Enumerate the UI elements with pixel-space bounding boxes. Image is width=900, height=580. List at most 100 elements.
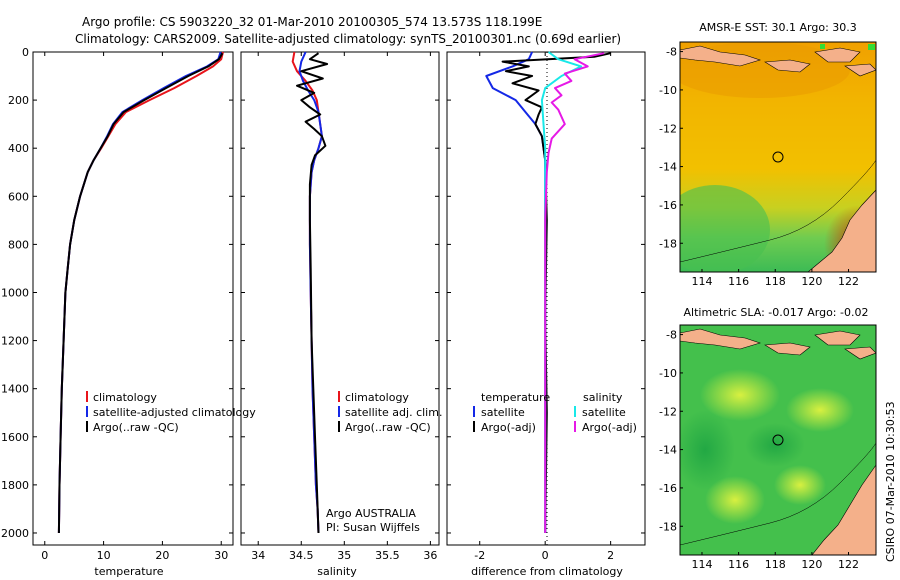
- legend-label-temp-satellite: satellite: [481, 406, 525, 419]
- y-tick-label: 600: [8, 190, 29, 203]
- sst-cool-patch: [680, 185, 770, 272]
- legend-label-satellite: satellite-adjusted climatology: [93, 406, 256, 419]
- difference-axes: -2 0 2: [447, 51, 645, 562]
- sst-map-title: AMSR-E SST: 30.1 Argo: 30.3: [699, 21, 857, 34]
- map-y-tick-label: -10: [659, 367, 677, 380]
- map-x-tick-label: 118: [765, 275, 786, 288]
- shelf-contour: [680, 159, 876, 263]
- map-y-tick-label: -14: [659, 444, 677, 457]
- map-x-tick-label: 116: [728, 558, 749, 571]
- sla-high-patch: [700, 369, 780, 421]
- legend-heading-temperature: temperature: [481, 391, 550, 404]
- sla-map-axes: 114 116 118 120 122 -8 -10 -12 -14 -16 -18: [659, 329, 859, 571]
- map-y-tick-label: -8: [666, 46, 677, 59]
- sst-missing-pixel: [868, 44, 875, 50]
- map-x-tick-label: 120: [801, 558, 822, 571]
- map-x-tick-label: 122: [838, 275, 859, 288]
- map-y-tick-label: -16: [659, 482, 677, 495]
- x-tick-label: 0: [41, 549, 48, 562]
- y-tick-label: 400: [8, 142, 29, 155]
- argo-position-marker: [772, 151, 784, 163]
- lesser-sunda-islands: [680, 328, 876, 360]
- difference-legend: temperature salinity satellite Argo(-adj…: [473, 391, 637, 434]
- legend-label-satellite: satellite adj. clim.: [345, 406, 442, 419]
- shelf-contour: [680, 442, 876, 546]
- x-tick-label: 0: [542, 549, 549, 562]
- title-line-2: Climatology: CARS2009. Satellite-adjuste…: [75, 32, 621, 46]
- y-tick-label: 1600: [1, 431, 29, 444]
- salinity-axis-label: salinity: [317, 565, 357, 578]
- temperature-axes: 0 10 20 30 0 200 400 600 800 1000 1200 1400 1600 1800…: [1, 46, 233, 562]
- difference-axis-label: difference from climatology: [471, 565, 623, 578]
- map-y-tick-label: -18: [659, 520, 677, 533]
- sla-map: [680, 325, 876, 555]
- legend-label-climatology: climatology: [93, 391, 157, 404]
- x-tick-label: 35.5: [375, 549, 400, 562]
- map-x-tick-label: 120: [801, 275, 822, 288]
- y-tick-label: 1400: [1, 383, 29, 396]
- map-y-tick-label: -16: [659, 199, 677, 212]
- legend-label-temp-argo: Argo(-adj): [481, 421, 536, 434]
- sla-map-title: Altimetric SLA: -0.017 Argo: -0.02: [684, 306, 869, 319]
- map-y-tick-label: -18: [659, 237, 677, 250]
- y-tick-label: 1000: [1, 286, 29, 299]
- x-tick-label: 36: [423, 549, 437, 562]
- y-tick-label: 0: [22, 46, 29, 59]
- y-tick-label: 800: [8, 238, 29, 251]
- x-tick-label: 10: [97, 549, 111, 562]
- map-x-tick-label: 116: [728, 275, 749, 288]
- lesser-sunda-islands: [680, 45, 876, 77]
- salinity-axes: 34 34.5 35 35.5 36: [241, 51, 439, 562]
- salinity-legend: climatology satellite adj. clim. Argo(..…: [338, 391, 442, 434]
- map-x-tick-label: 118: [765, 558, 786, 571]
- salinity-plot-frame: [240, 51, 440, 546]
- map-y-tick-label: -12: [659, 405, 677, 418]
- sla-map-frame: [679, 324, 877, 556]
- legend-heading-salinity: salinity: [583, 391, 623, 404]
- x-tick-label: 34.5: [289, 549, 314, 562]
- legend-label-argo: Argo(..raw -QC): [345, 421, 431, 434]
- series-line-salinity-argo-adj-: [544, 52, 605, 533]
- australia-land: [807, 189, 876, 272]
- y-tick-label: 2000: [1, 527, 29, 540]
- legend-label-argo: Argo(..raw -QC): [93, 421, 179, 434]
- x-tick-label: 30: [214, 549, 228, 562]
- temperature-legend: climatology satellite-adjusted climatolo…: [86, 391, 256, 434]
- x-tick-label: -2: [474, 549, 485, 562]
- sla-low-patch: [745, 423, 805, 467]
- australia-land: [811, 464, 876, 555]
- temperature-plot-frame: [32, 51, 234, 546]
- legend-label-sal-argo: Argo(-adj): [582, 421, 637, 434]
- legend-label-climatology: climatology: [345, 391, 409, 404]
- map-y-tick-label: -8: [666, 329, 677, 342]
- x-tick-label: 2: [607, 549, 614, 562]
- map-x-tick-label: 122: [838, 558, 859, 571]
- y-tick-label: 1200: [1, 335, 29, 348]
- y-tick-label: 200: [8, 94, 29, 107]
- series-line-temperature-argo-adj-: [501, 52, 611, 534]
- y-tick-label: 1800: [1, 479, 29, 492]
- credit-line-1: Argo AUSTRALIA: [326, 507, 416, 520]
- x-tick-label: 20: [155, 549, 169, 562]
- credit-line-2: PI: Susan Wijffels: [326, 521, 420, 534]
- series-line-argo-raw-qc-: [296, 52, 329, 534]
- x-tick-label: 34: [251, 549, 265, 562]
- footer-timestamp: CSIRO 07-Mar-2010 10:30:53: [884, 401, 897, 562]
- map-y-tick-label: -12: [659, 122, 677, 135]
- sst-map-frame: [679, 41, 877, 273]
- sst-map: [680, 42, 876, 272]
- sst-map-axes: 114 116 118 120 122 -8 -10 -12 -14 -16 -18: [659, 46, 859, 288]
- map-x-tick-label: 114: [691, 558, 712, 571]
- sst-missing-pixel: [820, 44, 825, 49]
- temperature-axis-label: temperature: [94, 565, 163, 578]
- x-tick-label: 35: [337, 549, 351, 562]
- argo-position-marker: [772, 434, 784, 446]
- sla-low-patch: [680, 410, 735, 490]
- sla-high-patch: [774, 465, 826, 505]
- sla-high-patch: [786, 388, 854, 432]
- series-line-argo-raw-qc-: [57, 52, 224, 534]
- map-y-tick-label: -14: [659, 161, 677, 174]
- map-y-tick-label: -10: [659, 84, 677, 97]
- legend-label-sal-satellite: satellite: [582, 406, 626, 419]
